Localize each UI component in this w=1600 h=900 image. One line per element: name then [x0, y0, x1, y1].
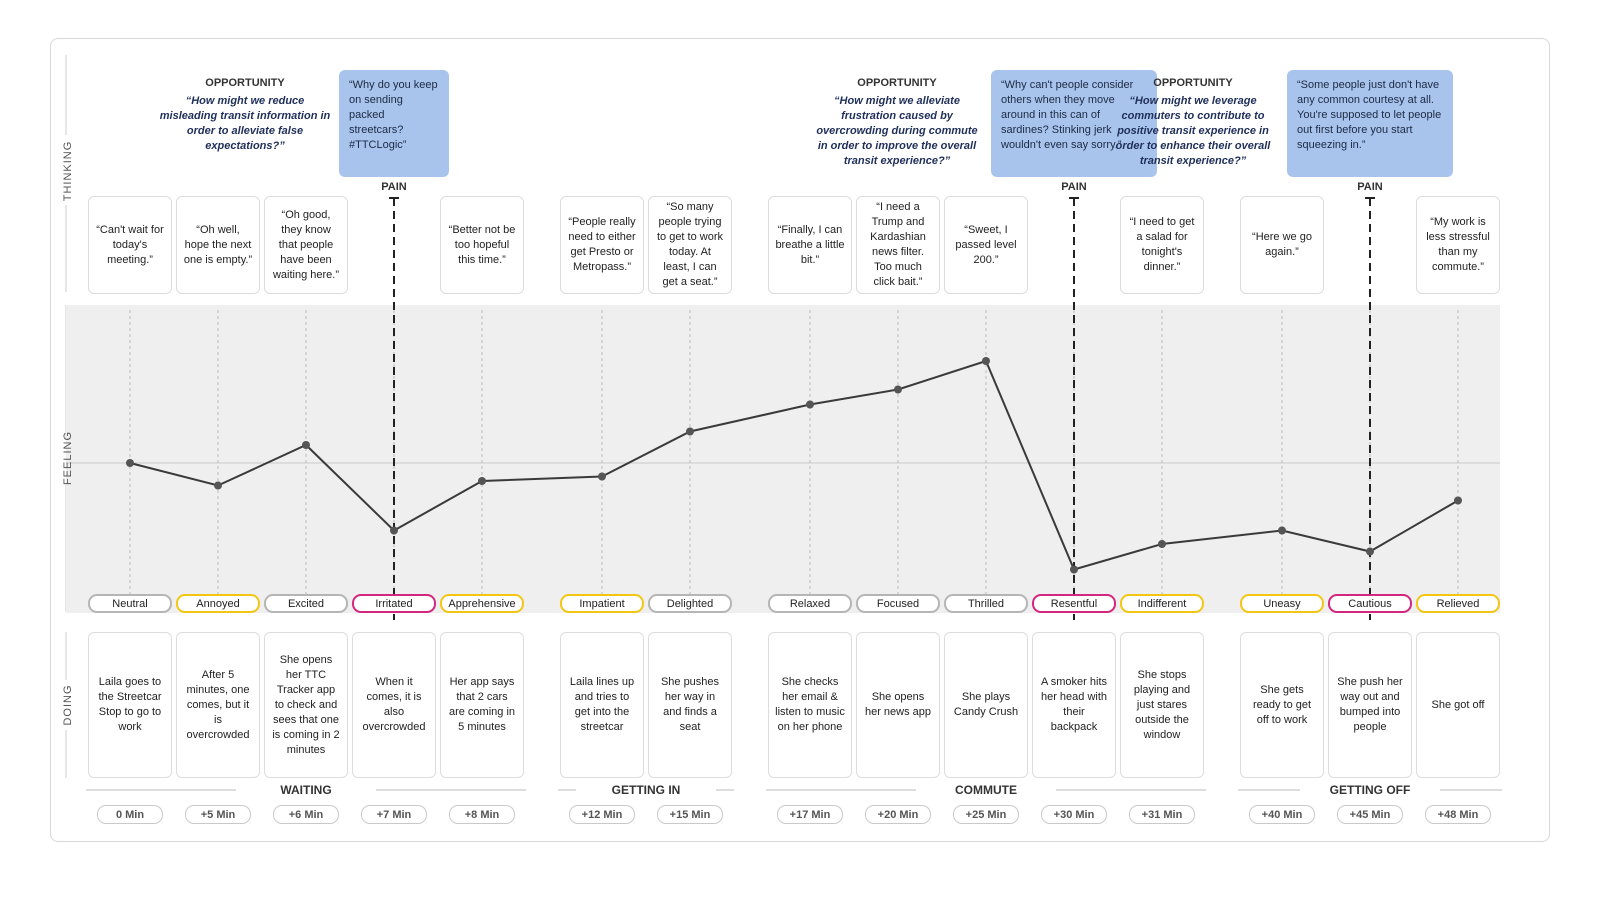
row-label: THINKING	[62, 140, 74, 202]
time-pill: +8 Min	[449, 805, 515, 824]
time-pill: +31 Min	[1129, 805, 1195, 824]
pain-label: PAIN	[1061, 181, 1087, 193]
feeling-point	[1366, 547, 1374, 556]
emotion-badge: Apprehensive	[440, 594, 524, 613]
feeling-point	[302, 441, 310, 449]
action-card: She checks her email & listen to music o…	[768, 632, 852, 778]
time-pill: +17 Min	[777, 805, 843, 824]
emotion-badge: Thrilled	[944, 594, 1028, 613]
emotion-badge: Resentful	[1032, 594, 1116, 613]
action-card: Laila lines up and tries to get into the…	[560, 632, 644, 778]
pain-label: PAIN	[381, 181, 407, 193]
thought-card: “Sweet, I passed level 200.”	[944, 196, 1028, 294]
feeling-point	[478, 477, 486, 485]
feeling-point	[126, 459, 134, 467]
feeling-point	[806, 400, 814, 409]
thought-card: “Better not be too hopeful this time.”	[440, 196, 524, 294]
emotion-badge: Relieved	[1416, 594, 1500, 613]
emotion-badge: Impatient	[560, 594, 644, 613]
time-pill: +7 Min	[361, 805, 427, 824]
pain-quote: “Some people just don't have any common …	[1287, 70, 1453, 177]
feeling-point	[894, 385, 902, 394]
action-card: Laila goes to the Streetcar Stop to go t…	[88, 632, 172, 778]
feeling-point	[686, 427, 694, 436]
feeling-point	[214, 481, 222, 490]
action-card: She opens her news app	[856, 632, 940, 778]
time-pill: +5 Min	[185, 805, 251, 824]
time-pill: +25 Min	[953, 805, 1019, 824]
opportunity-label: OPPORTUNITY	[1153, 77, 1233, 89]
feeling-point	[1454, 496, 1462, 505]
emotion-badge: Cautious	[1328, 594, 1412, 613]
stage-label: GETTING IN	[576, 782, 716, 798]
thought-card: “I need a Trump and Kardashian news filt…	[856, 196, 940, 294]
time-pill: +40 Min	[1249, 805, 1315, 824]
feeling-point	[1158, 540, 1166, 548]
feeling-point	[390, 526, 398, 535]
feeling-point	[1278, 526, 1286, 535]
action-card: She plays Candy Crush	[944, 632, 1028, 778]
thought-card: “People really need to either get Presto…	[560, 196, 644, 294]
thought-card: “I need to get a salad for tonight's din…	[1120, 196, 1204, 294]
emotion-badge: Delighted	[648, 594, 732, 613]
time-pill: +30 Min	[1041, 805, 1107, 824]
feeling-point	[598, 472, 606, 481]
feeling-band	[66, 305, 1500, 613]
time-pill: +48 Min	[1425, 805, 1491, 824]
stage-label: WAITING	[236, 782, 376, 798]
frame	[50, 38, 1550, 842]
opportunity-text: “How might we alleviate frustration caus…	[816, 95, 978, 167]
thought-card: “Can't wait for today's meeting.”	[88, 196, 172, 294]
opportunity-label: OPPORTUNITY	[205, 77, 285, 89]
time-pill: 0 Min	[97, 805, 163, 824]
action-card: After 5 minutes, one comes, but it is ov…	[176, 632, 260, 778]
stage-label: COMMUTE	[916, 782, 1056, 798]
action-card: She got off	[1416, 632, 1500, 778]
thought-card: “So many people trying to get to work to…	[648, 196, 732, 294]
pain-quote: “Why do you keep on sending packed stree…	[339, 70, 449, 177]
thought-card: “Finally, I can breathe a little bit.”	[768, 196, 852, 294]
emotion-badge: Excited	[264, 594, 348, 613]
thought-card: “Oh well, hope the next one is empty.”	[176, 196, 260, 294]
stage-label: GETTING OFF	[1300, 782, 1440, 798]
time-pill: +12 Min	[569, 805, 635, 824]
action-card: When it comes, it is also overcrowded	[352, 632, 436, 778]
emotion-badge: Irritated	[352, 594, 436, 613]
thought-card: “Oh good, they know that people have bee…	[264, 196, 348, 294]
action-card: She gets ready to get off to work	[1240, 632, 1324, 778]
action-card: Her app says that 2 cars are coming in 5…	[440, 632, 524, 778]
action-card: A smoker hits her head with their backpa…	[1032, 632, 1116, 778]
pain-quote: “Why can't people consider others when t…	[991, 70, 1157, 177]
emotion-badge: Neutral	[88, 594, 172, 613]
emotion-badge: Relaxed	[768, 594, 852, 613]
time-pill: +20 Min	[865, 805, 931, 824]
action-card: She stops playing and just stares outsid…	[1120, 632, 1204, 778]
row-label: DOING	[62, 684, 74, 726]
feeling-point	[1070, 565, 1078, 574]
emotion-badge: Focused	[856, 594, 940, 613]
feeling-point	[982, 357, 990, 365]
time-pill: +45 Min	[1337, 805, 1403, 824]
action-card: She opens her TTC Tracker app to check a…	[264, 632, 348, 778]
action-card: She pushes her way in and finds a seat	[648, 632, 732, 778]
row-label: FEELING	[62, 430, 74, 486]
emotion-badge: Uneasy	[1240, 594, 1324, 613]
thought-card: “My work is less stressful than my commu…	[1416, 196, 1500, 294]
opportunity-text: “How might we reduce misleading transit …	[159, 95, 331, 152]
emotion-badge: Indifferent	[1120, 594, 1204, 613]
opportunity-text: “How might we leverage commuters to cont…	[1115, 95, 1271, 167]
time-pill: +6 Min	[273, 805, 339, 824]
pain-label: PAIN	[1357, 181, 1383, 193]
emotion-badge: Annoyed	[176, 594, 260, 613]
opportunity-label: OPPORTUNITY	[857, 77, 937, 89]
action-card: She push her way out and bumped into peo…	[1328, 632, 1412, 778]
time-pill: +15 Min	[657, 805, 723, 824]
thought-card: “Here we go again.”	[1240, 196, 1324, 294]
